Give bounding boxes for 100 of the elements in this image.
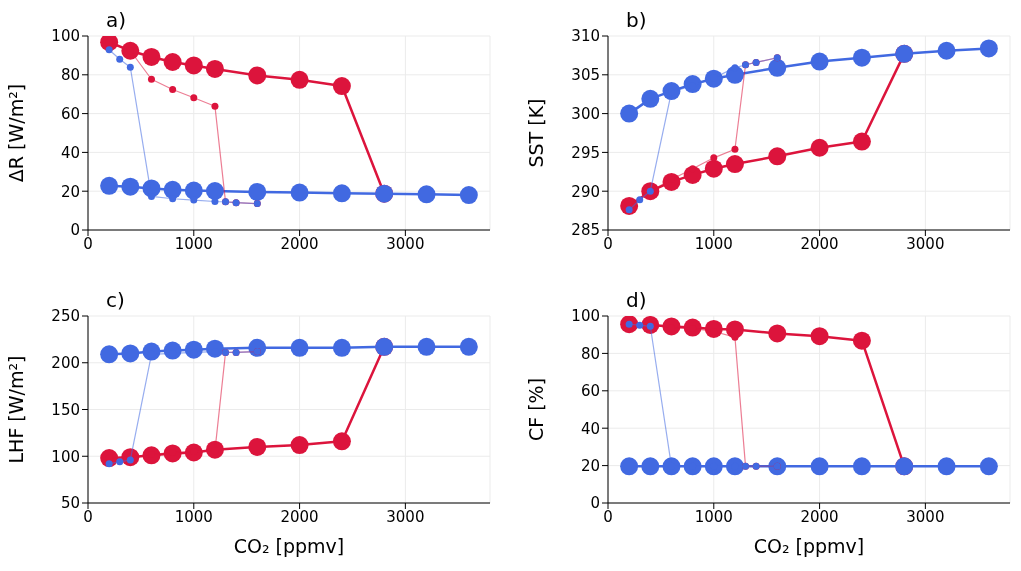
point — [768, 147, 787, 166]
point — [332, 184, 351, 203]
y-tick-label: 200 — [51, 354, 80, 373]
point — [417, 337, 436, 356]
point — [248, 182, 267, 201]
point — [768, 58, 787, 77]
x-tick-label: 2000 — [280, 507, 319, 526]
point — [852, 457, 871, 476]
point — [937, 41, 956, 60]
x-tick-label: 3000 — [906, 507, 945, 526]
point — [105, 46, 113, 54]
point — [704, 159, 723, 178]
point — [190, 94, 198, 102]
y-tick-label: 20 — [580, 456, 600, 475]
point — [211, 102, 219, 110]
point — [636, 196, 644, 204]
point — [332, 432, 351, 451]
point — [852, 331, 871, 350]
x-axis-title: CO₂ [ppmv] — [753, 535, 865, 557]
point — [979, 39, 998, 58]
point — [810, 52, 829, 71]
point — [641, 457, 660, 476]
x-tick-label: 1000 — [174, 507, 213, 526]
y-tick-label: 60 — [60, 104, 80, 123]
point — [852, 48, 871, 67]
y-axis-title: LHF [W/m²] — [4, 355, 27, 464]
y-tick-label: 285 — [571, 221, 600, 240]
y-tick-label: 40 — [580, 419, 600, 438]
point — [332, 77, 351, 96]
point — [121, 344, 140, 363]
y-tick-label: 100 — [571, 307, 600, 326]
point — [459, 337, 478, 356]
point — [620, 457, 639, 476]
chart-title: b) — [626, 8, 647, 32]
point — [205, 182, 224, 201]
y-tick-label: 305 — [571, 66, 600, 85]
point — [248, 437, 267, 456]
y-axis-title: CF [%] — [524, 377, 547, 442]
x-tick-label: 0 — [83, 507, 93, 526]
point — [248, 66, 267, 85]
point — [184, 56, 203, 75]
x-axis-title: CO₂ [ppmv] — [233, 535, 345, 557]
point — [332, 338, 351, 357]
point — [142, 47, 161, 66]
point — [290, 183, 309, 202]
point — [184, 181, 203, 200]
point — [147, 75, 155, 83]
y-tick-label: 0 — [70, 221, 80, 240]
point — [169, 86, 177, 94]
y-tick-label: 250 — [51, 307, 80, 326]
x-tick-label: 0 — [83, 234, 93, 253]
point — [459, 186, 478, 205]
point — [725, 155, 744, 174]
y-tick-label: 0 — [590, 494, 600, 513]
y-tick-label: 300 — [571, 104, 600, 123]
point — [126, 63, 134, 71]
y-tick-label: 60 — [580, 382, 600, 401]
y-tick-label: 100 — [51, 27, 80, 46]
x-tick-label: 3000 — [386, 234, 425, 253]
y-axis-title: SST [K] — [524, 98, 547, 168]
y-tick-label: 290 — [571, 182, 600, 201]
y-tick-label: 40 — [60, 143, 80, 162]
point — [810, 457, 829, 476]
y-axis-title: ΔR [W/m²] — [4, 83, 27, 183]
point — [100, 345, 119, 364]
point — [710, 154, 718, 162]
x-tick-label: 2000 — [800, 507, 839, 526]
point — [979, 457, 998, 476]
point — [810, 327, 829, 346]
point — [620, 104, 639, 123]
y-tick-label: 50 — [60, 494, 80, 513]
x-tick-label: 1000 — [694, 234, 733, 253]
x-tick-label: 0 — [603, 507, 613, 526]
point — [163, 53, 182, 71]
x-tick-label: 1000 — [694, 507, 733, 526]
chart-title: c) — [106, 288, 125, 312]
point — [768, 324, 787, 343]
chart-title: a) — [106, 8, 127, 32]
point — [290, 70, 309, 89]
point — [641, 89, 660, 108]
x-tick-label: 2000 — [280, 234, 319, 253]
y-tick-label: 100 — [51, 447, 80, 466]
x-tick-label: 1000 — [174, 234, 213, 253]
point — [937, 457, 956, 476]
point — [290, 338, 309, 357]
y-tick-label: 80 — [60, 66, 80, 85]
point — [417, 185, 436, 204]
point — [163, 180, 182, 199]
y-tick-label: 310 — [571, 27, 600, 46]
point — [852, 132, 871, 151]
x-tick-label: 3000 — [386, 507, 425, 526]
point — [100, 176, 119, 195]
x-tick-label: 3000 — [906, 234, 945, 253]
y-tick-label: 295 — [571, 143, 600, 162]
point — [105, 460, 113, 468]
point — [116, 55, 124, 63]
x-tick-label: 2000 — [800, 234, 839, 253]
point — [121, 177, 140, 196]
point — [290, 436, 309, 455]
chart-title: d) — [626, 288, 647, 312]
